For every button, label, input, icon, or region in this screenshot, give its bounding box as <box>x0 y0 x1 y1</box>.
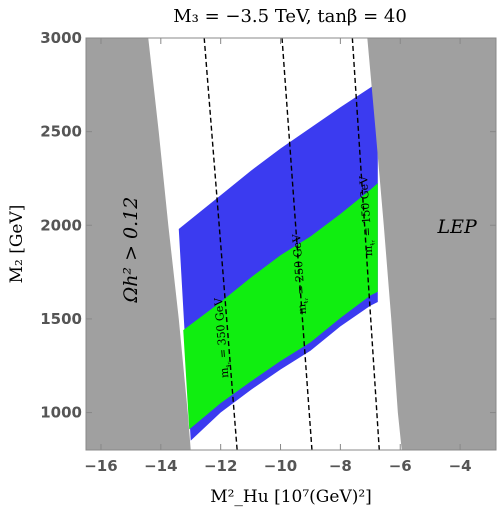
contour-line-3 <box>351 38 380 450</box>
x-tick-label: −12 <box>204 457 237 475</box>
chart-title: M₃ = −3.5 TeV, tanβ = 40 <box>173 6 407 27</box>
x-tick-label: −6 <box>389 457 412 475</box>
excluded-region-relic <box>86 38 191 450</box>
plot-area <box>86 38 496 450</box>
contour-line-2 <box>281 38 313 450</box>
axes: mᵼᵣ = 350 GeV mᵼᵣ = 250 GeV mᵼᵣ = 150 GeV Ω… <box>40 29 496 475</box>
contour-label-1: mᵼᵣ = 350 GeV <box>212 296 233 378</box>
region-label-relic: Ωh² > 0.12 <box>120 197 142 304</box>
y-tick-label: 3000 <box>40 29 82 47</box>
band-green <box>183 183 378 430</box>
contour-line-1 <box>203 38 238 450</box>
x-tick-label: −8 <box>329 457 352 475</box>
x-axis-title: M²_Hu [10⁷(GeV)²] <box>210 487 372 507</box>
x-tick-label: −16 <box>84 457 117 475</box>
x-tick-label: −4 <box>449 457 472 475</box>
y-tick-label: 1500 <box>40 310 82 328</box>
contour-label-3: mᵼᵣ = 150 GeV <box>357 174 377 256</box>
y-tick-label: 2500 <box>40 123 82 141</box>
contour-label-2: mᵼᵣ = 250 GeV <box>290 233 311 315</box>
excluded-region-lep <box>367 38 496 450</box>
x-tick-label: −14 <box>144 457 177 475</box>
plot-frame <box>85 37 497 451</box>
region-label-lep: LEP <box>436 216 477 238</box>
x-tick-label: −10 <box>264 457 297 475</box>
y-tick-label: 1000 <box>40 404 82 422</box>
y-tick-label: 2000 <box>40 216 82 234</box>
y-axis-title: M₂ [GeV] <box>7 205 27 284</box>
